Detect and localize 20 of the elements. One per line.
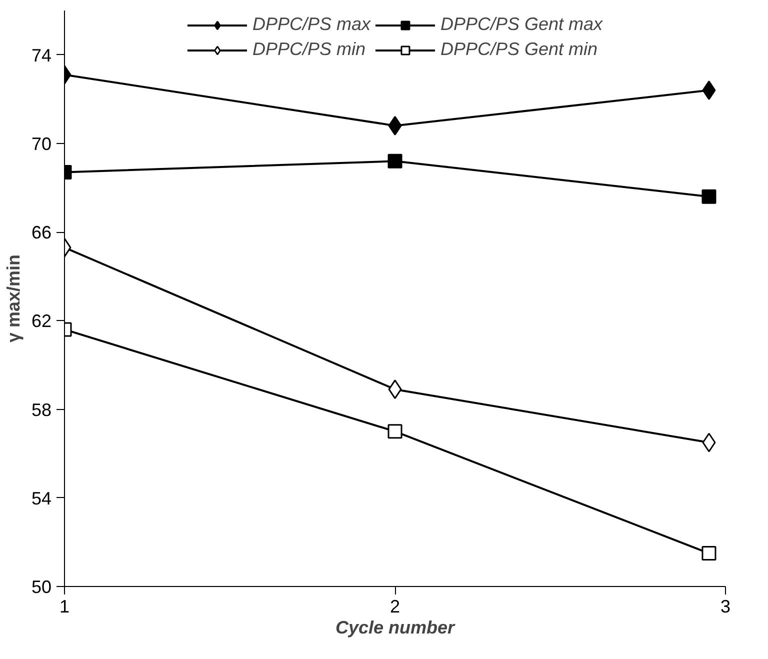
x-tick-label: 2 (390, 596, 400, 616)
y-tick-label: 66 (31, 222, 52, 243)
y-tick-label: 50 (31, 577, 52, 597)
x-tick-label: 1 (59, 596, 70, 616)
y-tick-label: 74 (31, 45, 52, 66)
point (702, 432, 716, 452)
point (702, 80, 716, 100)
y-tick-label: 70 (31, 134, 52, 154)
y-tick-label: 54 (31, 488, 52, 508)
y-tick-label: 58 (31, 400, 52, 420)
x-tick-label: 3 (720, 596, 731, 616)
y-tick-label: 62 (31, 311, 52, 332)
point (702, 546, 716, 561)
legend-label: DPPC/PS Gent max (440, 14, 603, 35)
point (702, 189, 716, 204)
legend-label: DPPC/PS max (252, 14, 370, 35)
legend-label: DPPC/PS min (252, 39, 366, 60)
y-axis-title: γ max/min (3, 254, 24, 343)
x-axis-title: Cycle number (335, 618, 456, 638)
legend-label: DPPC/PS Gent min (440, 39, 598, 60)
